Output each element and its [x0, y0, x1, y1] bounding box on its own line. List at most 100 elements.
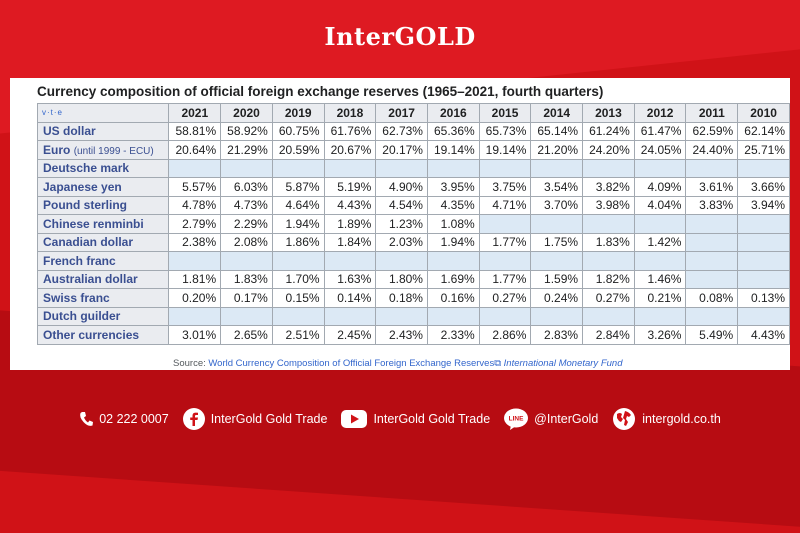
currency-name[interactable]: Australian dollar: [43, 272, 138, 287]
empty-cell: [168, 306, 222, 326]
currency-name-cell[interactable]: Euro (until 1999 - ECU): [36, 140, 170, 160]
percentage-cell: 2.84%: [582, 325, 635, 345]
year-header[interactable]: 2017: [375, 103, 428, 123]
table-header-row: v·t·e 2021 2020 2019 2018 2017 2016 2015 2014 20…: [36, 103, 790, 123]
currency-name[interactable]: Other currencies: [43, 327, 140, 342]
currency-name[interactable]: French franc: [43, 253, 116, 268]
percentage-cell: 61.47%: [633, 121, 687, 141]
empty-cell: [633, 251, 687, 271]
percentage-cell: 4.78%: [168, 195, 222, 215]
currency-name-cell[interactable]: French franc: [36, 251, 170, 271]
currency-name[interactable]: Canadian dollar: [43, 235, 134, 250]
line-icon: LINE: [504, 408, 529, 430]
percentage-cell: 4.71%: [478, 195, 532, 215]
currency-name-cell[interactable]: Swiss franc: [36, 288, 170, 308]
percentage-cell: 1.08%: [426, 214, 480, 234]
empty-cell: [375, 306, 428, 326]
empty-cell: [271, 158, 325, 178]
youtube-channel-name: InterGold Gold Trade: [373, 412, 491, 426]
percentage-cell: 20.17%: [375, 140, 428, 160]
table-body: US dollar 58.81% 58.92% 60.75% 61.76% 62.73% 6…: [36, 121, 790, 345]
year-header[interactable]: 2013: [582, 103, 635, 123]
percentage-cell: 1.63%: [323, 269, 377, 289]
currency-name-cell[interactable]: US dollar: [36, 121, 170, 141]
percentage-cell: 4.64%: [271, 195, 325, 215]
currency-note: (until 1999 - ECU): [73, 145, 154, 157]
source-note: Source: World Currency Composition of Of…: [173, 358, 622, 369]
percentage-cell: 61.76%: [323, 121, 377, 141]
percentage-cell: 1.75%: [530, 232, 584, 252]
currency-name-cell[interactable]: Deutsche mark: [36, 158, 170, 178]
footer-line[interactable]: LINE @InterGold: [504, 408, 598, 430]
empty-cell: [633, 158, 687, 178]
percentage-cell: 3.70%: [530, 195, 584, 215]
currency-name[interactable]: Japanese yen: [43, 179, 122, 194]
percentage-cell: 1.23%: [375, 214, 428, 234]
currency-name[interactable]: Chinese renminbi: [43, 216, 144, 231]
currency-name-cell[interactable]: Canadian dollar: [36, 232, 170, 252]
year-header[interactable]: 2016: [426, 103, 480, 123]
percentage-cell: 2.38%: [168, 232, 222, 252]
year-header[interactable]: 2014: [530, 103, 584, 123]
year-header[interactable]: 2011: [685, 103, 739, 123]
table-row: Australian dollar 1.81% 1.83% 1.70% 1.63% 1.8…: [36, 269, 790, 289]
percentage-cell: 20.67%: [323, 140, 377, 160]
percentage-cell: 24.20%: [582, 140, 635, 160]
year-header[interactable]: 2018: [323, 103, 377, 123]
percentage-cell: 0.08%: [685, 288, 739, 308]
percentage-cell: 3.95%: [426, 177, 480, 197]
percentage-cell: 3.98%: [582, 195, 635, 215]
facebook-icon: [182, 408, 205, 430]
year-header[interactable]: 2015: [478, 103, 532, 123]
table-row: US dollar 58.81% 58.92% 60.75% 61.76% 62.73% 6…: [36, 121, 790, 141]
publisher-link[interactable]: International Monetary Fund: [503, 358, 623, 369]
percentage-cell: 62.59%: [685, 121, 739, 141]
empty-cell: [323, 158, 377, 178]
year-header[interactable]: 2012: [633, 103, 687, 123]
year-header[interactable]: 2019: [271, 103, 325, 123]
percentage-cell: 3.83%: [685, 195, 739, 215]
footer-youtube[interactable]: InterGold Gold Trade: [341, 410, 490, 428]
year-header[interactable]: 2021: [168, 103, 222, 123]
currency-name[interactable]: Dutch guilder: [43, 309, 121, 324]
empty-cell: [633, 214, 687, 234]
currency-name[interactable]: Euro: [43, 142, 71, 157]
percentage-cell: 0.18%: [375, 288, 428, 308]
currency-name-cell[interactable]: Other currencies: [36, 325, 170, 345]
currency-name-cell[interactable]: Australian dollar: [36, 269, 170, 289]
footer-website[interactable]: intergold.co.th: [612, 407, 721, 431]
empty-cell: [271, 306, 325, 326]
vte-links[interactable]: v·t·e: [36, 103, 170, 123]
currency-name[interactable]: US dollar: [43, 124, 96, 139]
percentage-cell: 19.14%: [478, 140, 532, 160]
currency-name[interactable]: Pound sterling: [43, 198, 127, 213]
external-link-icon: ⧉: [494, 358, 502, 369]
empty-cell: [582, 214, 635, 234]
currency-name-cell[interactable]: Japanese yen: [36, 177, 170, 197]
percentage-cell: 1.69%: [426, 269, 480, 289]
empty-cell: [220, 251, 273, 271]
year-header[interactable]: 2010: [737, 103, 790, 123]
percentage-cell: 4.73%: [220, 195, 273, 215]
percentage-cell: 1.83%: [582, 232, 635, 252]
empty-cell: [271, 251, 325, 271]
currency-name-cell[interactable]: Chinese renminbi: [36, 214, 170, 234]
empty-cell: [685, 251, 739, 271]
year-header[interactable]: 2020: [220, 103, 273, 123]
phone-number: 02 222 0007: [99, 412, 169, 426]
table-caption: Currency composition of official foreign…: [37, 84, 604, 99]
currency-name[interactable]: Swiss franc: [43, 290, 110, 305]
brand-logo-text: InterGOLD: [324, 22, 476, 51]
percentage-cell: 4.35%: [426, 195, 480, 215]
empty-cell: [220, 158, 273, 178]
empty-cell: [375, 251, 428, 271]
currency-name-cell[interactable]: Pound sterling: [36, 195, 170, 215]
footer-phone[interactable]: 02 222 0007: [79, 411, 169, 427]
footer-facebook[interactable]: InterGold Gold Trade: [182, 408, 327, 430]
percentage-cell: 0.16%: [426, 288, 480, 308]
source-link[interactable]: World Currency Composition of Official F…: [208, 358, 495, 369]
empty-cell: [375, 158, 428, 178]
currency-name[interactable]: Deutsche mark: [43, 161, 130, 176]
currency-name-cell[interactable]: Dutch guilder: [36, 306, 170, 326]
empty-cell: [426, 251, 480, 271]
